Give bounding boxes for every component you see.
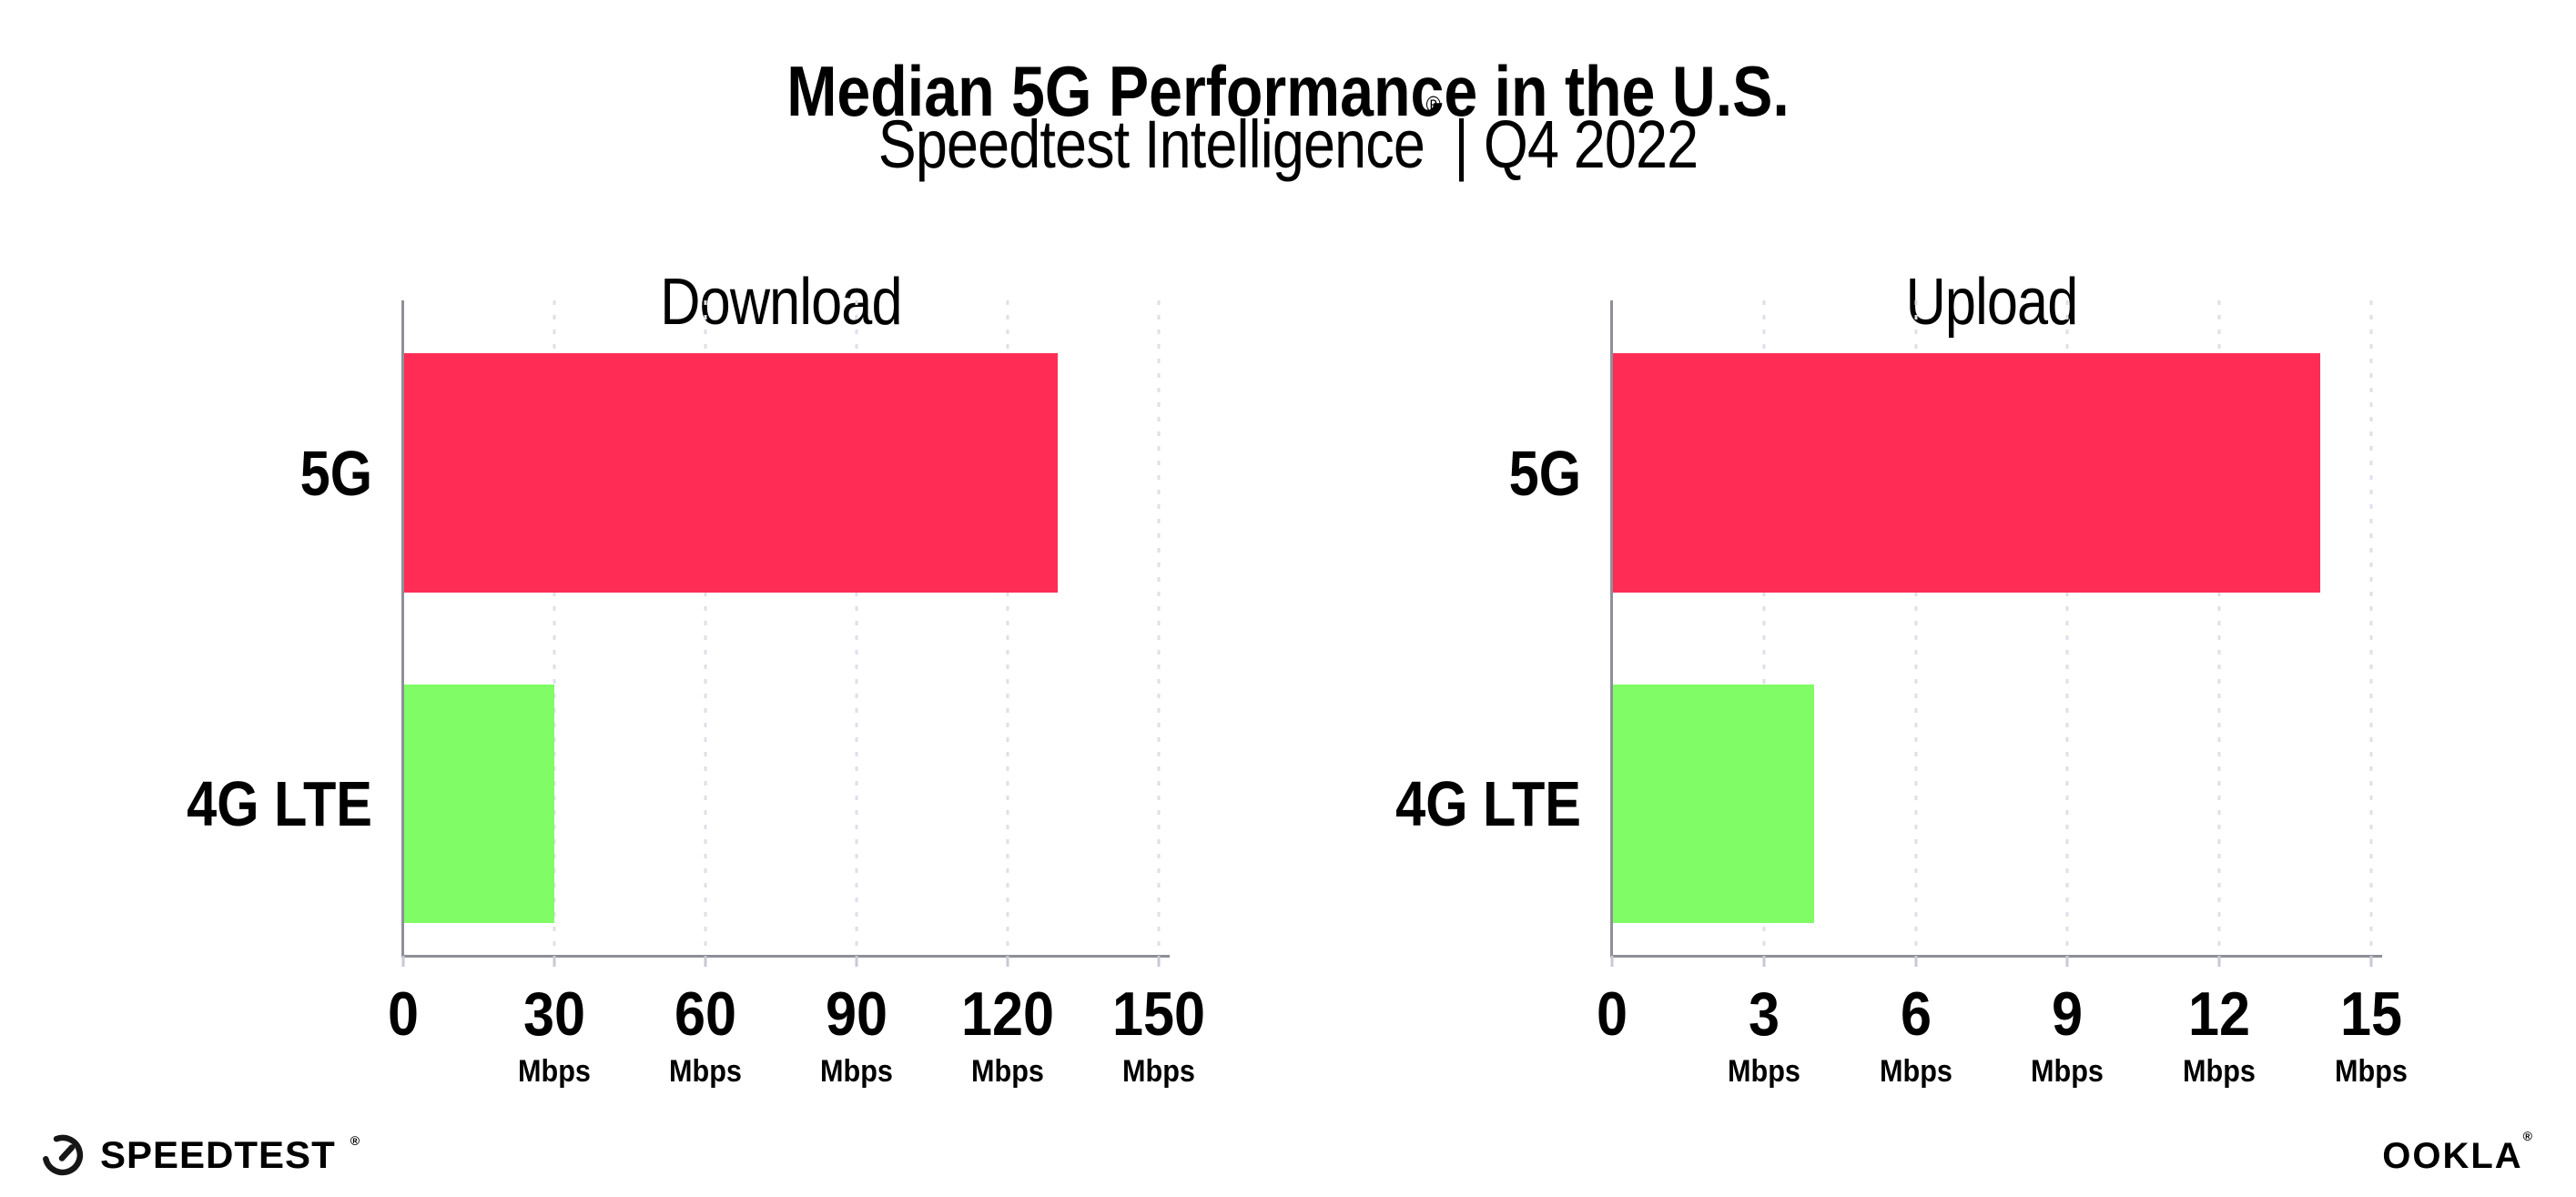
x-tick-mark	[855, 956, 858, 967]
page-title: Median 5G Performance in the U.S.	[786, 51, 1790, 132]
x-tick-mark	[1157, 956, 1161, 967]
tick-value: 120	[960, 979, 1055, 1049]
gridline	[1762, 300, 1766, 956]
x-tick-label: 3 Mbps	[1728, 983, 1800, 1087]
page-subtitle: Speedtest Intelligence® | Q4 2022	[193, 92, 2383, 182]
tick-unit: Mbps	[1879, 1054, 1952, 1089]
x-tick-mark	[2217, 956, 2221, 967]
gridline	[2217, 300, 2221, 956]
gridline	[1914, 300, 1918, 956]
gridline	[704, 300, 707, 956]
category-label-5g: 5G	[1508, 437, 1581, 509]
x-tick-label: 15 Mbps	[2335, 983, 2408, 1087]
tick-value: 90	[825, 979, 888, 1049]
speedtest-logo: SPEEDTEST ®	[40, 1132, 360, 1178]
tick-unit: Mbps	[669, 1054, 742, 1089]
x-tick-label: 12 Mbps	[2183, 983, 2256, 1087]
speedtest-registered-mark: ®	[350, 1133, 360, 1148]
speedtest-gauge-icon	[40, 1132, 86, 1178]
x-tick-mark	[704, 956, 707, 967]
gridline	[2065, 300, 2069, 956]
x-axis-line	[401, 955, 1170, 958]
bar-5g-upload	[1612, 353, 2321, 593]
x-tick-label: 60 Mbps	[669, 983, 742, 1087]
bar-4g-lte-download	[403, 685, 554, 923]
upload-chart: Upload 5G 4G LTE 0 3 Mbps 6 Mbps 9	[1395, 269, 2408, 1087]
x-tick-label: 150 Mbps	[1112, 983, 1205, 1087]
x-tick-mark	[401, 956, 405, 967]
x-tick-mark	[1914, 956, 1918, 967]
tick-unit: Mbps	[518, 1054, 591, 1089]
tick-unit: Mbps	[2335, 1054, 2408, 1089]
x-tick-mark	[2369, 956, 2373, 967]
x-tick-mark	[2065, 956, 2069, 967]
ookla-registered-mark: ®	[2522, 1128, 2534, 1143]
subtitle-brand: Speedtest Intelligence	[877, 107, 1425, 182]
category-label-4g-lte: 4G LTE	[187, 768, 372, 839]
registered-mark: ®	[1425, 91, 1441, 119]
gridline	[1157, 300, 1161, 956]
gridline	[1006, 300, 1009, 956]
tick-value: 9	[2052, 979, 2084, 1049]
x-tick-label: 9 Mbps	[2031, 983, 2104, 1087]
tick-value: 6	[1900, 979, 1932, 1049]
tick-unit: Mbps	[1122, 1054, 1195, 1089]
x-tick-mark	[1006, 956, 1009, 967]
tick-value: 0	[387, 979, 420, 1049]
gridline	[553, 300, 556, 956]
bar-4g-lte-upload	[1612, 685, 1815, 923]
tick-value: 3	[1748, 979, 1780, 1049]
x-tick-label: 120 Mbps	[961, 983, 1054, 1087]
download-chart-title: Download	[660, 265, 902, 339]
tick-unit: Mbps	[2031, 1054, 2104, 1089]
bar-5g-download	[403, 353, 1059, 593]
tick-value: 0	[1596, 979, 1628, 1049]
x-tick-label: 0	[388, 983, 419, 1045]
tick-value: 12	[2188, 979, 2251, 1049]
upload-chart-title: Upload	[1905, 265, 2079, 339]
x-tick-label: 90 Mbps	[820, 983, 893, 1087]
download-chart: Download 5G 4G LTE 0 30 Mbps 60 Mbps 90	[187, 269, 1205, 1087]
tick-unit: Mbps	[2183, 1054, 2257, 1089]
x-axis-line	[1610, 955, 2382, 958]
x-tick-label: 0	[1597, 983, 1628, 1045]
subtitle-divider: |	[1454, 107, 1468, 182]
x-tick-label: 30 Mbps	[518, 983, 591, 1087]
x-tick-mark	[1762, 956, 1766, 967]
x-tick-mark	[1610, 956, 1614, 967]
subtitle-period: Q4 2022	[1483, 107, 1699, 182]
tick-value: 60	[674, 979, 737, 1049]
gridline	[855, 300, 858, 956]
x-tick-label: 6 Mbps	[1880, 983, 1952, 1087]
tick-unit: Mbps	[1727, 1054, 1800, 1089]
x-tick-mark	[553, 956, 556, 967]
tick-value: 30	[522, 979, 586, 1049]
gridline	[2369, 300, 2373, 956]
category-label-4g-lte: 4G LTE	[1395, 768, 1581, 839]
tick-unit: Mbps	[820, 1054, 893, 1089]
tick-value: 15	[2339, 979, 2403, 1049]
tick-value: 150	[1111, 979, 1206, 1049]
ookla-logo: OOKLA®	[2382, 1130, 2534, 1176]
y-axis-line	[401, 300, 404, 958]
tick-unit: Mbps	[971, 1054, 1044, 1089]
speedtest-wordmark: SPEEDTEST	[100, 1133, 336, 1176]
category-label-5g: 5G	[299, 437, 372, 509]
ookla-wordmark: OOKLA	[2382, 1136, 2523, 1176]
y-axis-line	[1610, 300, 1613, 958]
